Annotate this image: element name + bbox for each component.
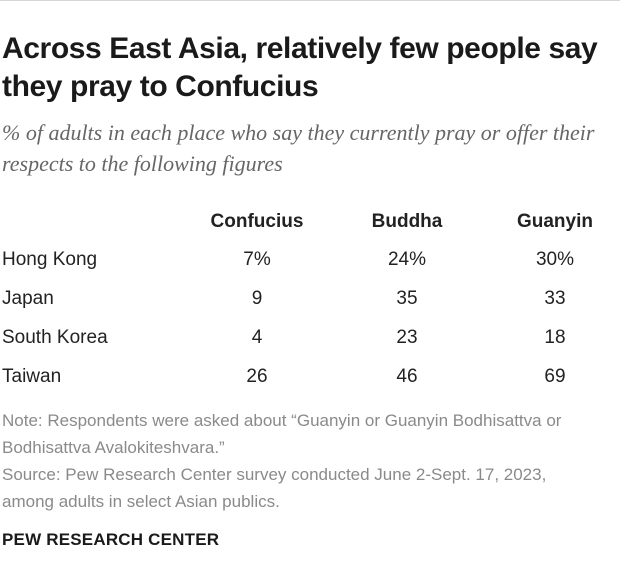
table-cell: 33: [544, 287, 566, 309]
table-cell: 30%: [535, 248, 575, 270]
brand-logo-text: PEW RESEARCH CENTER: [2, 530, 220, 549]
column-header: Guanyin: [516, 211, 593, 232]
table-row: Japan 9 35 33: [0, 279, 620, 318]
table-cell: 24%: [387, 248, 427, 270]
table-cell: 26: [246, 365, 268, 387]
table-cell: 69: [544, 365, 566, 387]
table-cell: 23: [396, 326, 418, 348]
table-header-row: Confucius Buddha Guanyin: [0, 204, 620, 240]
chart-subtitle: % of adults in each place who say they c…: [2, 120, 595, 176]
chart-title: Across East Asia, relatively few people …: [2, 32, 598, 103]
row-label: Hong Kong: [2, 248, 98, 270]
chart-source: Source: Pew Research Center survey condu…: [2, 465, 547, 511]
chart-note: Note: Respondents were asked about “Guan…: [2, 411, 562, 457]
column-header: Buddha: [371, 211, 443, 232]
data-table: Confucius Buddha Guanyin Hong Kong 7% 24…: [0, 204, 620, 396]
table-cell: 18: [544, 326, 566, 348]
row-label: South Korea: [2, 326, 108, 348]
table-cell: 46: [396, 365, 418, 387]
column-header: Confucius: [210, 211, 304, 232]
table-row: South Korea 4 23 18: [0, 318, 620, 357]
header-corner: [0, 204, 190, 240]
row-label: Japan: [2, 287, 54, 309]
row-label: Taiwan: [2, 365, 62, 387]
table-row: Hong Kong 7% 24% 30%: [0, 240, 620, 279]
table-cell: 35: [396, 287, 418, 309]
table-row: Taiwan 26 46 69: [0, 357, 620, 396]
table-cell: 9: [251, 287, 263, 309]
table-cell: 7%: [243, 248, 271, 270]
table-cell: 4: [251, 326, 263, 348]
top-divider: [0, 0, 620, 1]
